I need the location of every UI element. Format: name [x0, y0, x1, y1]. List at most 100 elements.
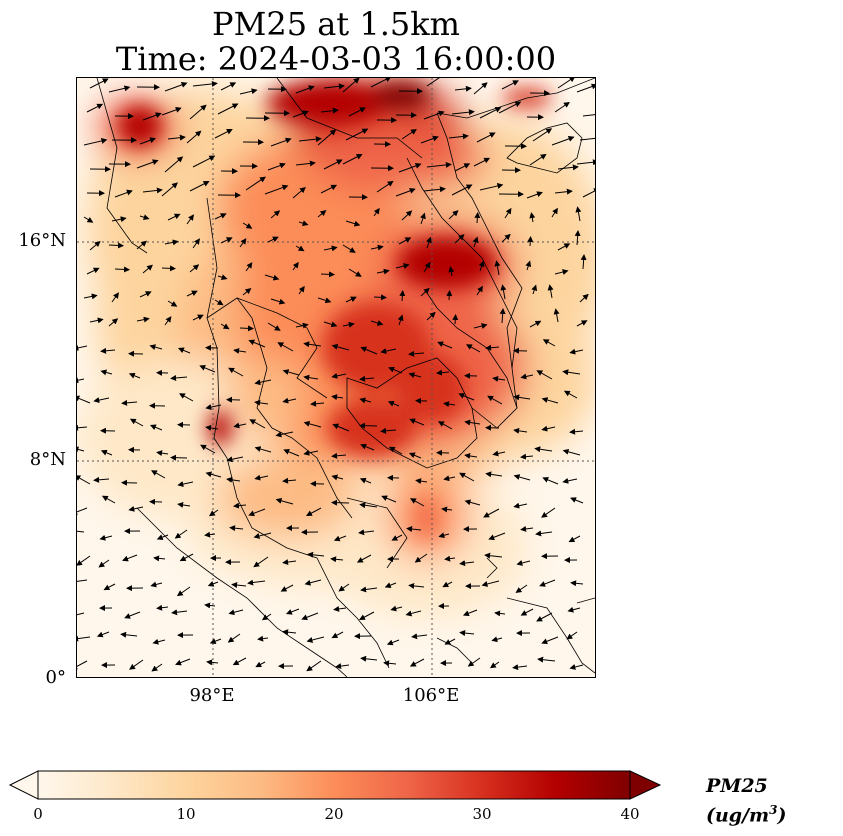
wind-vector-117: [529, 212, 536, 223]
wind-vector-207: [248, 339, 266, 348]
wind-vector-157: [525, 260, 532, 271]
wind-vector-233: [408, 372, 422, 379]
wind-vector-383: [150, 581, 163, 588]
wind-vector-362: [122, 554, 138, 562]
wind-vector-451: [360, 655, 378, 662]
wind-vector-457: [512, 664, 528, 671]
wind-vector-459: [569, 664, 584, 670]
wind-vector-3: [164, 81, 188, 92]
wind-vector-388: [280, 584, 294, 592]
wind-vector-153: [423, 261, 431, 273]
wind-vector-62: [136, 159, 159, 169]
wind-vector-82: [142, 187, 163, 194]
coastlines: [96, 78, 595, 677]
colorbar-extend-max: [629, 770, 662, 800]
wind-vector-329: [306, 507, 322, 516]
colorbar-tick-40: 40: [620, 805, 640, 823]
wind-vector-371: [356, 554, 372, 563]
wind-vector-390: [338, 583, 350, 592]
wind-vector-100: [83, 216, 94, 223]
wind-vector-411: [359, 611, 375, 620]
pm25-hotspot-8: [419, 496, 435, 540]
wind-vector-23: [161, 107, 182, 116]
wind-vector-263: [149, 424, 163, 431]
wind-vector-228: [282, 369, 300, 376]
coastline-segment-1: [206, 197, 390, 669]
wind-vector-315: [459, 472, 475, 482]
wind-vector-297: [520, 453, 534, 460]
wind-vector-15: [473, 82, 488, 95]
wind-vector-283: [156, 450, 169, 457]
wind-vector-52: [401, 128, 417, 140]
colorbar-label-end: ): [777, 804, 787, 827]
wind-vector-423: [152, 638, 166, 645]
wind-vector-268: [275, 431, 294, 438]
wind-vector-319: [562, 477, 578, 484]
wind-vector-398: [539, 579, 556, 587]
wind-vector-47: [270, 137, 292, 147]
wind-vector-43: [167, 134, 186, 141]
wind-vector-432: [386, 639, 400, 646]
wind-vector-257: [513, 394, 531, 401]
wind-vector-9: [323, 83, 345, 90]
wind-vector-387: [247, 579, 266, 586]
wind-vector-354: [438, 532, 450, 539]
wind-vector-239: [562, 369, 581, 376]
wind-vector-335: [464, 499, 481, 506]
wind-vector-110: [345, 220, 361, 227]
wind-vector-40: [83, 138, 108, 146]
wind-vector-173: [420, 287, 430, 297]
wind-vector-192: [397, 314, 404, 326]
wind-vector-170: [345, 296, 357, 303]
wind-vector-285: [200, 444, 216, 454]
wind-vector-447: [255, 661, 266, 668]
wind-vector-1: [108, 85, 131, 93]
wind-vector-139: [574, 230, 581, 246]
wind-vector-92: [395, 188, 416, 197]
wind-vector-178: [547, 284, 554, 299]
wind-vector-184: [192, 314, 204, 321]
wind-vector-318: [542, 477, 559, 485]
wind-vector-111: [373, 207, 380, 217]
wind-vector-72: [398, 162, 422, 173]
wind-vector-213: [408, 350, 425, 357]
wind-vector-19: [576, 83, 595, 93]
wind-vector-242: [121, 399, 138, 406]
wind-vector-199: [576, 320, 588, 327]
wind-vector-440: [77, 660, 88, 670]
wind-vector-54: [448, 133, 469, 140]
wind-vector-301: [93, 476, 110, 483]
map-panel[interactable]: [76, 77, 596, 678]
wind-vector-200: [77, 344, 88, 351]
wind-vector-293: [408, 452, 422, 459]
wind-vector-419: [567, 606, 581, 613]
wind-vector-337: [513, 502, 528, 509]
wind-vector-237: [520, 373, 534, 380]
wind-vector-22: [142, 112, 162, 121]
colorbar-label: PM25 (ug/m3): [706, 774, 843, 827]
wind-vector-455: [467, 657, 481, 667]
wind-vector-429: [306, 636, 325, 643]
wind-vector-38: [554, 101, 570, 113]
wind-vector-216: [485, 344, 500, 351]
map-subtitle-time: Time: 2024-03-03 16:00:00: [115, 40, 557, 78]
wind-vector-347: [253, 532, 272, 539]
wind-vector-316: [485, 471, 503, 478]
wind-vector-196: [499, 308, 506, 324]
wind-vector-307: [254, 474, 269, 481]
wind-vector-413: [405, 610, 422, 617]
wind-vector-281: [100, 449, 113, 456]
wind-vector-370: [330, 556, 344, 563]
wind-vector-25: [217, 103, 239, 115]
wind-vector-381: [103, 583, 116, 591]
wind-vector-274: [438, 421, 453, 430]
wind-vector-123: [164, 239, 179, 246]
wind-vector-138: [557, 243, 571, 251]
lat-label-8n: 8°N: [29, 449, 66, 470]
wind-vector-266: [233, 422, 247, 429]
wind-vector-320: [77, 507, 88, 515]
wind-vector-325: [208, 509, 219, 517]
wind-vector-449: [306, 660, 322, 672]
wind-vector-299: [562, 448, 581, 456]
wind-vector-232: [388, 366, 403, 374]
